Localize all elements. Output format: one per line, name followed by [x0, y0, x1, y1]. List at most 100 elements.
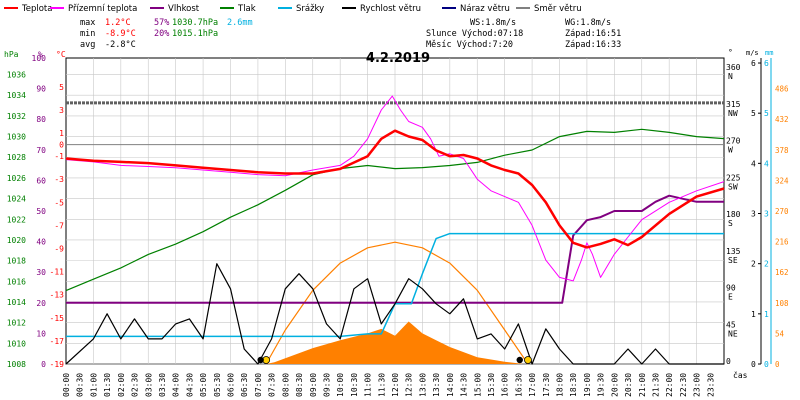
tick-pct: 60 [36, 176, 46, 185]
tick-rad: 0 [775, 360, 780, 369]
tick-pct: 0 [41, 360, 46, 369]
tick-pct: 70 [36, 146, 46, 155]
tick-time: 14:00 [446, 373, 455, 397]
tick-time: 14:30 [460, 373, 469, 397]
tick-time: 18:00 [556, 373, 565, 397]
tick-ms: 2 [751, 260, 756, 269]
tick-dir-name: E [728, 293, 733, 302]
tick-ms: 0 [751, 360, 756, 369]
legend-entry: Tlak [220, 4, 256, 14]
tick-time: 22:30 [679, 373, 688, 397]
tick-mm: 4 [764, 159, 769, 168]
tick-mm: 3 [764, 210, 769, 219]
tick-hpa: 1016 [7, 277, 26, 286]
tick-rad: 432 [775, 115, 789, 124]
tick-pct: 10 [36, 329, 46, 338]
legend-label: Směr větru [534, 4, 582, 14]
wind-speed-line [65, 263, 724, 365]
tick-hpa: 1030 [7, 133, 26, 142]
tick-hpa: 1010 [7, 339, 26, 348]
tick-temp: -17 [50, 337, 65, 346]
tick-time: 17:30 [542, 373, 551, 397]
tick-time: 00:00 [62, 373, 71, 397]
legend-label: Přízemní teplota [68, 4, 137, 14]
moonrise-info: Měsíc Východ:7:20 [426, 40, 513, 50]
moonset-info: Západ:16:33 [565, 40, 621, 50]
tick-time: 16:30 [514, 373, 523, 397]
plot-area [65, 95, 725, 365]
tick-time: 12:00 [391, 373, 400, 397]
tick-dir-name: S [728, 219, 733, 228]
sunrise-info: Slunce Východ:07:18 [426, 29, 523, 39]
summary-press: 1015.1hPa [172, 29, 218, 39]
tick-time: 09:00 [309, 373, 318, 397]
tick-mm: 0 [764, 360, 769, 369]
summary-rain: 2.6mm [227, 18, 253, 28]
axis-unit-pct: % [38, 50, 43, 59]
chart-title: 4.2.2019 [366, 51, 430, 66]
axis-unit-temp: °C [56, 50, 66, 59]
tick-time: 18:30 [569, 373, 578, 397]
precipitation-line [66, 232, 724, 338]
summary-hum: 57% [154, 18, 169, 28]
summary-temp: -2.8°C [105, 40, 136, 50]
tick-time: 01:30 [103, 373, 112, 397]
tick-dir-name: SW [728, 182, 738, 191]
summary-label: min [80, 29, 95, 39]
tick-rad: 378 [775, 146, 789, 155]
tick-time: 20:00 [610, 373, 619, 397]
tick-ms: 1 [751, 310, 756, 319]
tick-mm: 1 [764, 310, 769, 319]
tick-dir-name: W [728, 146, 733, 155]
axis-unit-mm: mm [765, 49, 773, 57]
tick-hpa: 1008 [7, 360, 26, 369]
tick-rad: 108 [775, 299, 789, 308]
tick-rad: 216 [775, 238, 789, 247]
wind-gust-info: WG:1.8m/s [565, 18, 611, 28]
tick-temp: -15 [50, 314, 65, 323]
tick-time: 15:00 [473, 373, 482, 397]
summary-label: max [80, 18, 95, 28]
tick-dir-name: N [728, 72, 733, 81]
legend-entry: Srážky [278, 4, 324, 14]
tick-rad: 486 [775, 85, 789, 94]
tick-time: 13:00 [418, 373, 427, 397]
tick-temp: -9 [54, 245, 64, 254]
tick-ms: 5 [751, 109, 756, 118]
tick-time: 17:00 [528, 373, 537, 397]
tick-time: 07:30 [268, 373, 277, 397]
tick-dir: 360 [726, 63, 741, 72]
tick-time: 05:00 [199, 373, 208, 397]
tick-dir: 135 [726, 247, 741, 256]
legend-label: Vlhkost [168, 4, 200, 14]
tick-rad: 324 [775, 176, 789, 185]
legend-entry: Přízemní teplota [50, 4, 137, 14]
tick-hpa: 1020 [7, 236, 26, 245]
tick-dir: 225 [726, 173, 741, 182]
tick-time: 23:30 [706, 373, 715, 397]
legend-label: Náraz větru [460, 4, 510, 14]
tick-rad: 162 [775, 268, 789, 277]
tick-hpa: 1012 [7, 319, 26, 328]
tick-time: 23:00 [693, 373, 702, 397]
tick-hpa: 1034 [7, 91, 26, 100]
tick-hpa: 1028 [7, 153, 26, 162]
temperature-line [65, 129, 725, 249]
tick-time: 21:00 [638, 373, 647, 397]
summary-temp: 1.2°C [105, 18, 131, 28]
tick-time: 07:00 [254, 373, 263, 397]
tick-pct: 100 [32, 54, 47, 63]
tick-hpa: 1024 [7, 195, 26, 204]
summary-label: avg [80, 40, 95, 50]
tick-ms: 4 [751, 159, 756, 168]
legend-entry: Rychlost větru [342, 4, 421, 14]
tick-dir: 180 [726, 210, 741, 219]
legend: Teplota Přízemní teplota Vlhkost Tlak Srážky… [4, 4, 582, 14]
tick-time: 03:30 [158, 373, 167, 397]
tick-time: 13:30 [432, 373, 441, 397]
tick-temp: -3 [54, 175, 64, 184]
tick-dir-name: SE [728, 256, 738, 265]
axis-label-time: čas [733, 370, 748, 380]
tick-rad: 270 [775, 207, 789, 216]
